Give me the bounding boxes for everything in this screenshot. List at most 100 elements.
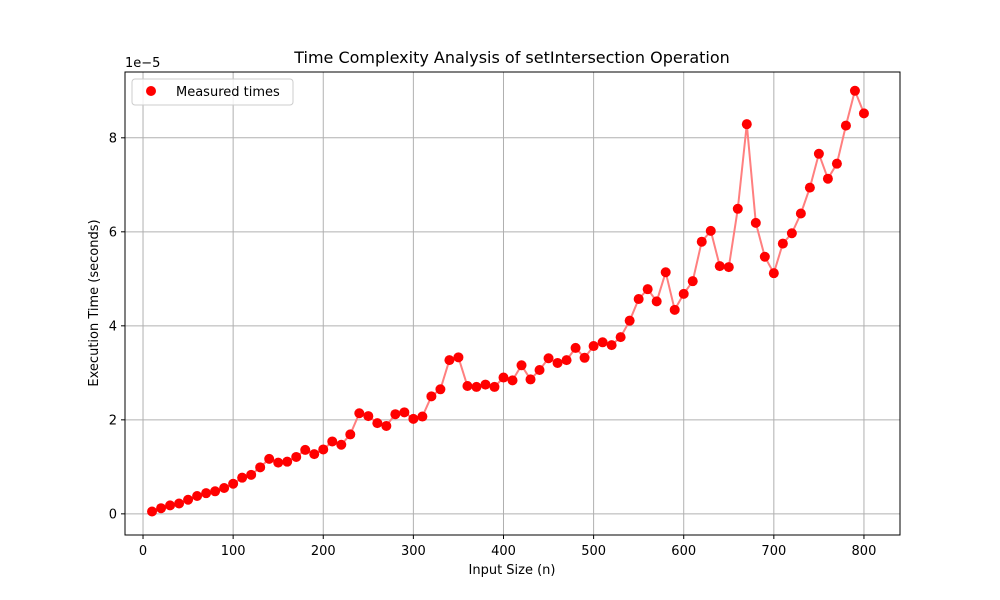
data-point xyxy=(732,203,743,214)
data-point xyxy=(795,208,806,219)
data-point xyxy=(678,288,689,299)
data-point xyxy=(381,420,392,431)
x-tick-label: 600 xyxy=(671,544,696,559)
data-point xyxy=(291,451,302,462)
data-point xyxy=(660,267,671,278)
data-point xyxy=(615,332,626,343)
data-point xyxy=(156,503,167,514)
data-point xyxy=(219,482,230,493)
data-point xyxy=(768,268,779,279)
data-point xyxy=(777,238,788,249)
data-point xyxy=(849,85,860,96)
x-tick-label: 400 xyxy=(491,544,516,559)
data-point xyxy=(489,381,500,392)
data-point xyxy=(624,315,635,326)
data-point xyxy=(543,353,554,364)
data-point xyxy=(714,261,725,272)
x-tick-label: 200 xyxy=(311,544,336,559)
data-point xyxy=(408,413,419,424)
x-tick-label: 500 xyxy=(581,544,606,559)
x-tick-label: 800 xyxy=(852,544,877,559)
y-tick-label: 4 xyxy=(109,319,117,334)
data-point xyxy=(525,374,536,385)
data-point xyxy=(633,294,644,305)
y-axis-ticks: 0 2 4 6 8 xyxy=(109,131,125,522)
grid xyxy=(125,72,900,535)
y-tick-label: 0 xyxy=(109,507,117,522)
data-point xyxy=(507,375,518,386)
data-point xyxy=(552,357,563,368)
data-point xyxy=(804,182,815,193)
series-line xyxy=(151,89,865,513)
data-point xyxy=(759,251,770,262)
data-point xyxy=(831,158,842,169)
data-point xyxy=(822,173,833,184)
data-point xyxy=(399,407,410,418)
data-point xyxy=(750,217,761,228)
data-point xyxy=(570,342,581,353)
data-point xyxy=(561,355,572,366)
data-point xyxy=(588,341,599,352)
legend-label: Measured times xyxy=(176,85,280,100)
data-point xyxy=(786,228,797,239)
data-point xyxy=(606,340,617,351)
data-point xyxy=(696,236,707,247)
data-point xyxy=(858,108,869,119)
data-point xyxy=(246,469,257,480)
x-tick-label: 0 xyxy=(139,544,147,559)
data-point xyxy=(210,486,221,497)
data-point xyxy=(642,284,653,295)
series-line-layer xyxy=(151,89,865,513)
data-point xyxy=(534,365,545,376)
data-point xyxy=(336,439,347,450)
data-point xyxy=(237,472,248,483)
data-point xyxy=(327,436,338,447)
data-point xyxy=(669,304,680,315)
y-tick-label: 2 xyxy=(109,413,117,428)
data-point xyxy=(453,352,464,363)
data-point-layer xyxy=(147,85,869,517)
data-point xyxy=(435,384,446,395)
data-point xyxy=(444,355,455,366)
x-axis-ticks: 0 100 200 300 400 500 600 700 800 xyxy=(139,535,876,559)
data-point xyxy=(147,506,158,517)
data-point xyxy=(651,296,662,307)
data-point xyxy=(345,429,356,440)
data-point xyxy=(201,488,212,499)
data-point xyxy=(309,449,320,460)
x-tick-label: 700 xyxy=(761,544,786,559)
chart-title: Time Complexity Analysis of setIntersect… xyxy=(293,48,730,67)
data-point xyxy=(840,120,851,131)
data-point xyxy=(354,408,365,419)
x-tick-label: 300 xyxy=(401,544,426,559)
data-point xyxy=(273,457,284,468)
data-point xyxy=(363,411,374,422)
data-point xyxy=(705,225,716,236)
data-point xyxy=(597,337,608,348)
y-axis-label: Execution Time (seconds) xyxy=(87,219,102,386)
data-point xyxy=(174,498,185,509)
data-point xyxy=(741,119,752,130)
data-point xyxy=(390,409,401,420)
data-point xyxy=(255,462,266,473)
legend: Measured times xyxy=(131,78,294,106)
data-point xyxy=(183,494,194,505)
data-point xyxy=(579,352,590,363)
data-point xyxy=(813,148,824,159)
data-point xyxy=(417,411,428,422)
data-point xyxy=(165,500,176,511)
data-point xyxy=(516,360,527,371)
data-point xyxy=(471,381,482,392)
plot-area-frame xyxy=(124,71,901,536)
data-point xyxy=(426,391,437,402)
data-point xyxy=(228,478,239,489)
legend-marker xyxy=(146,86,156,96)
data-point xyxy=(282,456,293,467)
data-point xyxy=(192,490,203,501)
data-point xyxy=(318,444,329,455)
y-axis-offset-label: 1e−5 xyxy=(125,56,160,71)
y-tick-label: 6 xyxy=(109,225,117,240)
legend-box xyxy=(131,78,294,106)
